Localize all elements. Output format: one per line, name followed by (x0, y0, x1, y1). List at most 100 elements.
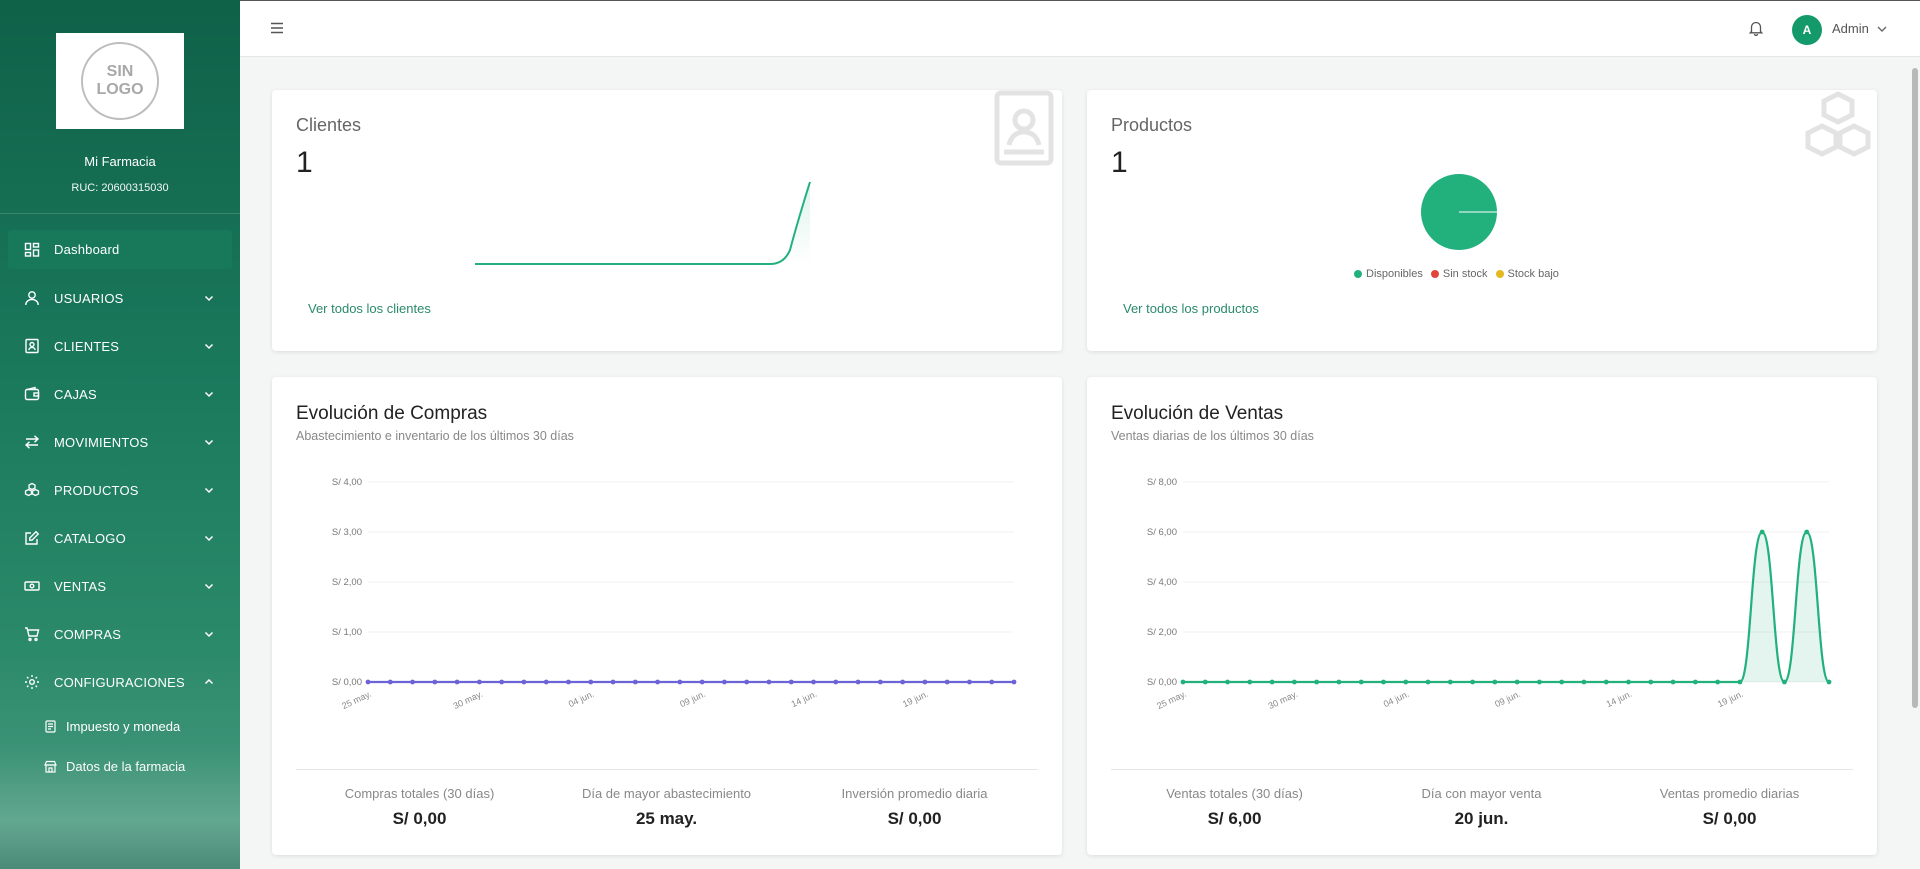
data-point[interactable] (1470, 679, 1475, 685)
data-point[interactable] (1581, 679, 1587, 685)
data-point[interactable] (1381, 679, 1386, 685)
data-point[interactable] (1670, 679, 1676, 685)
data-point[interactable] (900, 679, 906, 685)
data-point[interactable] (432, 679, 438, 685)
data-point[interactable] (1782, 679, 1787, 685)
data-point[interactable] (1648, 679, 1654, 685)
data-point[interactable] (1603, 679, 1609, 685)
data-point[interactable] (699, 679, 705, 685)
avatar[interactable]: A (1792, 15, 1822, 45)
series-area (1183, 532, 1829, 682)
data-point[interactable] (1692, 679, 1698, 685)
data-point[interactable] (1269, 679, 1275, 685)
sidebar-subitem-impuesto[interactable]: Impuesto y moneda (0, 706, 240, 746)
data-point[interactable] (811, 679, 816, 685)
sidebar-item-movimientos[interactable]: MOVIMIENTOS (0, 418, 240, 466)
user-name[interactable]: Admin (1832, 21, 1869, 36)
sidebar: SIN LOGO Mi Farmacia RUC: 20600315030 Da… (0, 0, 240, 869)
data-point[interactable] (1358, 679, 1364, 685)
data-point[interactable] (410, 679, 415, 685)
data-point[interactable] (1759, 529, 1765, 535)
data-point[interactable] (989, 679, 995, 685)
data-point[interactable] (967, 679, 972, 685)
data-point[interactable] (1425, 679, 1431, 685)
x-tick-label: 04 jun. (1382, 689, 1411, 709)
legend-item-sin-stock[interactable]: Sin stock (1430, 268, 1488, 280)
sidebar-nav: Dashboard USUARIOS CLIENTES CAJAS (0, 230, 240, 786)
sidebar-item-configuraciones[interactable]: CONFIGURACIONES (0, 658, 240, 706)
ver-clientes-link[interactable]: Ver todos los clientes (308, 301, 431, 316)
data-point[interactable] (1225, 679, 1230, 685)
sidebar-item-productos[interactable]: PRODUCTOS (0, 466, 240, 514)
data-point[interactable] (677, 679, 683, 685)
stat-value: S/ 0,00 (1702, 809, 1757, 828)
store-icon (44, 760, 57, 773)
wallet-icon (24, 386, 40, 402)
ver-productos-link[interactable]: Ver todos los productos (1123, 301, 1259, 316)
data-point[interactable] (1626, 679, 1631, 685)
data-point[interactable] (1336, 679, 1342, 685)
sidebar-item-catalogo[interactable]: CATALOGO (0, 514, 240, 562)
data-point[interactable] (1180, 679, 1186, 685)
data-point[interactable] (788, 679, 794, 685)
data-point[interactable] (1447, 679, 1453, 685)
data-point[interactable] (655, 679, 660, 685)
data-point[interactable] (1011, 679, 1017, 685)
sidebar-subitem-datos-farmacia[interactable]: Datos de la farmacia (0, 746, 240, 786)
stat-label: Ventas totales (30 días) (1166, 786, 1303, 801)
data-point[interactable] (744, 679, 750, 685)
data-point[interactable] (1804, 529, 1810, 535)
data-point[interactable] (521, 679, 527, 685)
data-point[interactable] (543, 679, 549, 685)
sidebar-item-clientes[interactable]: CLIENTES (0, 322, 240, 370)
data-point[interactable] (1202, 679, 1208, 685)
sidebar-item-dashboard[interactable]: Dashboard (8, 230, 232, 269)
scrollbar-thumb[interactable] (1912, 68, 1918, 708)
data-point[interactable] (766, 679, 772, 685)
sidebar-item-ventas[interactable]: VENTAS (0, 562, 240, 610)
data-point[interactable] (1559, 679, 1565, 685)
data-point[interactable] (1314, 679, 1320, 685)
data-point[interactable] (1737, 679, 1743, 685)
ventas-title: Evolución de Ventas (1111, 403, 1284, 424)
legend-item-stock-bajo[interactable]: Stock bajo (1495, 268, 1559, 280)
data-point[interactable] (722, 679, 727, 685)
data-point[interactable] (476, 679, 482, 685)
sidebar-item-cajas[interactable]: CAJAS (0, 370, 240, 418)
data-point[interactable] (922, 679, 928, 685)
sidebar-item-usuarios[interactable]: USUARIOS (0, 274, 240, 322)
y-tick-label: S/ 4,00 (1147, 577, 1177, 588)
chevron-down-icon[interactable] (1877, 25, 1887, 33)
data-point[interactable] (499, 679, 505, 685)
data-point[interactable] (365, 679, 371, 685)
hamburger-menu-icon[interactable] (270, 21, 284, 35)
data-point[interactable] (566, 679, 571, 685)
y-tick-label: S/ 8,00 (1147, 477, 1177, 488)
data-point[interactable] (1247, 679, 1253, 685)
data-point[interactable] (855, 679, 861, 685)
sidebar-item-compras[interactable]: COMPRAS (0, 610, 240, 658)
data-point[interactable] (387, 679, 393, 685)
data-point[interactable] (877, 679, 883, 685)
data-point[interactable] (1715, 679, 1721, 685)
data-point[interactable] (1403, 679, 1409, 685)
data-point[interactable] (588, 679, 594, 685)
compras-title: Evolución de Compras (296, 403, 488, 424)
data-point[interactable] (1514, 679, 1520, 685)
legend-item-disponibles[interactable]: Disponibles (1354, 268, 1423, 280)
data-point[interactable] (1492, 679, 1498, 685)
data-point[interactable] (610, 679, 616, 685)
sidebar-item-label: CONFIGURACIONES (54, 674, 185, 690)
data-point[interactable] (833, 679, 839, 685)
data-point[interactable] (454, 679, 460, 685)
x-tick-label: 25 may. (1155, 689, 1188, 711)
bell-icon[interactable] (1748, 20, 1764, 36)
data-point[interactable] (1537, 679, 1542, 685)
x-tick-label: 19 jun. (1716, 689, 1745, 709)
stat-label: Día de mayor abastecimiento (581, 786, 752, 801)
x-tick-label: 09 jun. (1493, 689, 1522, 709)
data-point[interactable] (1291, 679, 1297, 685)
data-point[interactable] (944, 679, 950, 685)
data-point[interactable] (1826, 679, 1832, 685)
data-point[interactable] (632, 679, 638, 685)
